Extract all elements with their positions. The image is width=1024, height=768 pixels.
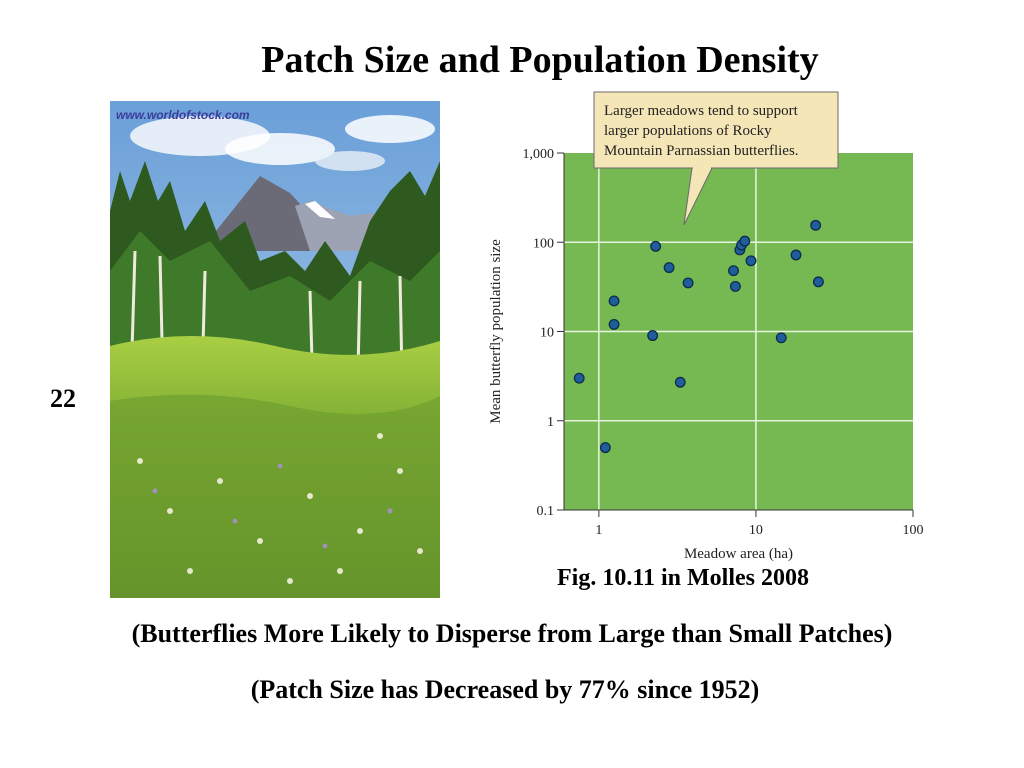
callout-text-line: Mountain Parnassian butterflies. bbox=[604, 143, 799, 159]
data-point bbox=[812, 276, 824, 288]
data-point bbox=[729, 280, 741, 292]
x-axis-title: Meadow area (ha) bbox=[684, 546, 793, 562]
chart-svg: 0.1 1 10 100 1,000 1 10 100 Meadow area (ha) Mean… bbox=[488, 91, 924, 562]
callout-text-line: larger populations of Rocky bbox=[604, 123, 772, 139]
data-point bbox=[650, 240, 662, 252]
data-point bbox=[663, 262, 675, 274]
data-point bbox=[790, 249, 802, 261]
data-point bbox=[647, 330, 659, 342]
y-tick-label: 10 bbox=[540, 326, 554, 341]
data-point bbox=[573, 372, 585, 384]
data-point bbox=[810, 219, 822, 231]
y-tick-label: 1,000 bbox=[523, 147, 555, 162]
data-point bbox=[745, 255, 757, 267]
data-point bbox=[674, 376, 686, 388]
y-tick-label: 0.1 bbox=[537, 504, 555, 519]
data-point bbox=[775, 332, 787, 344]
x-tick-label: 1 bbox=[595, 523, 602, 538]
data-point bbox=[608, 318, 620, 330]
callout-box bbox=[593, 91, 839, 169]
y-tick-label: 1 bbox=[547, 415, 554, 430]
data-point bbox=[608, 295, 620, 307]
data-point bbox=[728, 265, 739, 277]
note-patch-decrease: (Patch Size has Decreased by 77% since 1… bbox=[250, 675, 760, 704]
scatter-chart: 0.1 1 10 100 1,000 1 10 100 Meadow area (ha) Mean… bbox=[486, 88, 938, 568]
figure-caption: Fig. 10.11 in Molles 2008 bbox=[557, 565, 809, 591]
y-axis-title: Mean butterfly population size bbox=[488, 239, 504, 424]
slide-number: 22 bbox=[50, 384, 76, 413]
y-tick-label: 100 bbox=[533, 236, 554, 251]
x-tick-label: 100 bbox=[903, 523, 924, 538]
photo-watermark: www.worldofstock.com bbox=[116, 108, 250, 122]
meadow-photo: www.worldofstock.com bbox=[110, 101, 440, 598]
data-point bbox=[599, 442, 611, 454]
note-dispersal: (Butterflies More Likely to Disperse fro… bbox=[131, 619, 893, 648]
slide-title: Patch Size and Population Density bbox=[261, 39, 819, 81]
data-point bbox=[739, 235, 751, 247]
callout-text-line: Larger meadows tend to support bbox=[604, 103, 799, 119]
data-point bbox=[682, 277, 694, 289]
x-tick-label: 10 bbox=[749, 523, 763, 538]
